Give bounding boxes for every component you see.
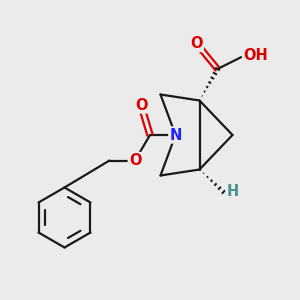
Text: N: N (169, 128, 182, 142)
Text: O: O (129, 153, 141, 168)
Text: H: H (226, 184, 239, 200)
Text: OH: OH (243, 48, 268, 63)
Text: O: O (190, 36, 203, 51)
Text: O: O (135, 98, 147, 112)
